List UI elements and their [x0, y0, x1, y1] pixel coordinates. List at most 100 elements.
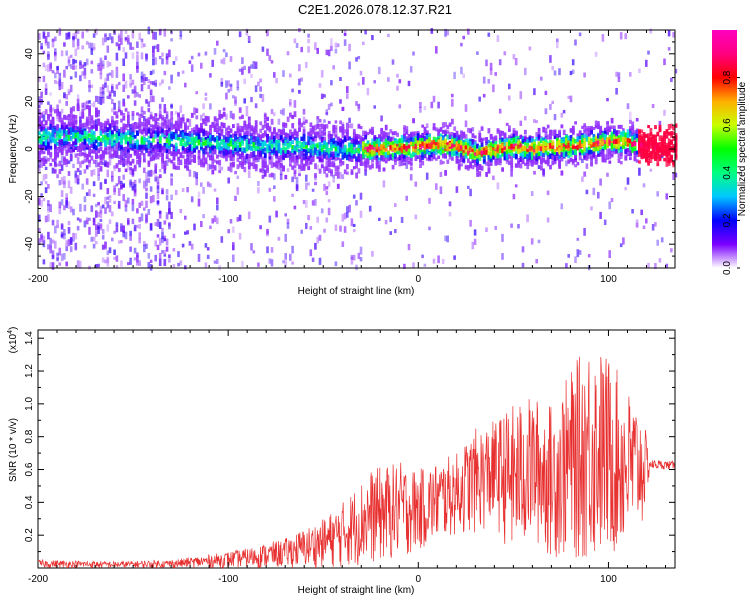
heatmap-cell: [131, 186, 135, 191]
heatmap-cell: [206, 131, 210, 135]
heatmap-cell: [165, 111, 169, 118]
heatmap-cell: [275, 145, 279, 152]
heatmap-cell: [336, 145, 340, 150]
heatmap-cell: [430, 28, 434, 34]
heatmap-cell: [188, 146, 192, 152]
heatmap-cell: [489, 142, 493, 147]
heatmap-cell: [270, 109, 274, 115]
heatmap-cell: [528, 162, 532, 166]
heatmap-cell: [88, 138, 91, 145]
heatmap-cell: [104, 196, 107, 205]
heatmap-cell: [133, 85, 137, 94]
heatmap-cell: [467, 149, 470, 155]
heatmap-cell: [553, 148, 557, 153]
heatmap-cell: [578, 32, 582, 37]
heatmap-cell: [72, 33, 75, 38]
heatmap-cell: [238, 148, 242, 152]
heatmap-cell: [138, 122, 142, 127]
heatmap-cell: [254, 136, 258, 141]
heatmap-cell: [476, 154, 479, 160]
heatmap-cell: [277, 162, 281, 170]
heatmap-cell: [218, 151, 221, 157]
heatmap-cell: [400, 153, 404, 159]
heatmap-cell: [101, 235, 105, 240]
heatmap-cell: [469, 163, 473, 169]
heatmap-cell: [380, 144, 384, 150]
heatmap-cell: [583, 145, 587, 150]
heatmap-cell: [245, 124, 249, 129]
heatmap-cell: [79, 152, 82, 157]
heatmap-cell: [165, 122, 169, 127]
heatmap-cell: [47, 41, 50, 49]
heatmap-cell: [460, 153, 463, 159]
heatmap-cell: [314, 135, 317, 142]
heatmap-cell: [556, 146, 559, 151]
heatmap-cell: [158, 114, 162, 119]
heatmap-cell: [97, 162, 101, 167]
heatmap-cell: [127, 111, 130, 119]
heatmap-cell: [168, 201, 171, 209]
heatmap-cell: [451, 93, 454, 98]
heatmap-cell: [503, 51, 507, 56]
heatmap-cell: [129, 78, 132, 86]
heatmap-cell: [254, 127, 258, 133]
heatmap-cell: [380, 150, 384, 155]
heatmap-cell: [216, 40, 219, 46]
heatmap-cell: [156, 234, 160, 238]
heatmap-cell: [473, 152, 477, 156]
heatmap-cell: [229, 128, 233, 133]
heatmap-cell: [273, 173, 276, 180]
heatmap-cell: [222, 49, 226, 53]
heatmap-cell: [44, 159, 48, 164]
heatmap-cell: [471, 153, 475, 160]
heatmap-cell: [113, 126, 117, 131]
heatmap-cell: [163, 130, 167, 136]
heatmap-cell: [435, 148, 438, 155]
heatmap-cell: [457, 134, 461, 140]
heatmap-cell: [457, 159, 461, 164]
heatmap-cell: [583, 137, 587, 142]
heatmap-cell: [113, 200, 116, 204]
heatmap-cell: [396, 132, 399, 137]
heatmap-cell: [348, 148, 352, 153]
heatmap-cell: [92, 43, 96, 49]
heatmap-cell: [79, 116, 82, 123]
heatmap-cell: [99, 146, 103, 152]
heatmap-cell: [241, 68, 244, 75]
heatmap-cell: [147, 84, 151, 89]
heatmap-cell: [97, 136, 101, 141]
heatmap-cell: [225, 146, 228, 152]
heatmap-cell: [188, 241, 192, 246]
heatmap-cell: [83, 138, 87, 145]
heatmap-cell: [72, 106, 75, 112]
heatmap-cell: [307, 131, 311, 135]
heatmap-cell: [58, 76, 62, 84]
heatmap-cell: [355, 139, 358, 145]
heatmap-cell: [549, 140, 552, 144]
heatmap-cell: [136, 130, 139, 136]
heatmap-cell: [444, 145, 447, 150]
heatmap-cell: [115, 255, 119, 262]
heatmap-cell: [54, 72, 57, 79]
heatmap-cell: [441, 149, 445, 154]
heatmap-cell: [161, 97, 164, 102]
heatmap-cell: [291, 165, 295, 170]
heatmap-cell: [170, 133, 174, 140]
heatmap-cell: [200, 62, 203, 69]
heatmap-cell: [357, 56, 361, 60]
heatmap-cell: [152, 59, 155, 66]
heatmap-cell: [40, 112, 44, 119]
heatmap-cell: [163, 28, 167, 37]
heatmap-cell: [145, 130, 148, 136]
heatmap-cell: [373, 141, 377, 147]
heatmap-cell: [346, 130, 349, 136]
heatmap-cell: [58, 72, 62, 77]
heatmap-cell: [544, 131, 548, 137]
heatmap-cell: [581, 125, 584, 129]
heatmap-cell: [42, 114, 46, 122]
heatmap-cell: [161, 133, 164, 138]
heatmap-cell: [220, 113, 224, 119]
heatmap-cell: [300, 229, 303, 234]
heatmap-cell: [115, 126, 119, 130]
